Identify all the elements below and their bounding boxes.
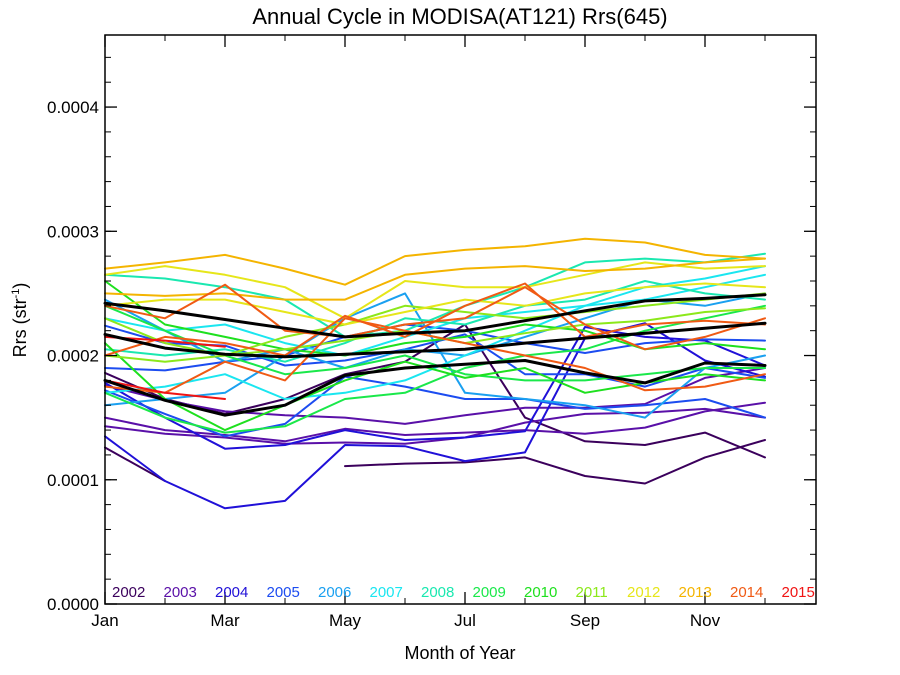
series-line [104, 257, 766, 301]
legend-item: 2010 [524, 584, 557, 601]
series-line [103, 293, 767, 339]
series-line [104, 407, 766, 445]
series-line [104, 280, 766, 357]
x-tick-label: May [329, 611, 362, 630]
chart-title: Annual Cycle in MODISA(AT121) Rrs(645) [252, 4, 667, 29]
y-axis-label-main: Rrs (str [10, 298, 30, 357]
series-line [104, 283, 766, 351]
series-layer [103, 237, 767, 510]
series-line [104, 375, 766, 438]
legend-item: 2012 [627, 584, 660, 601]
y-tick-label: 0.0000 [47, 595, 99, 614]
series-line [104, 304, 766, 434]
y-axis-label-superscript: -1 [10, 289, 22, 299]
series-line [104, 326, 766, 450]
series-line [103, 359, 767, 417]
series-line [104, 237, 766, 286]
x-tick-label: Nov [690, 611, 721, 630]
legend-item: 2002 [112, 584, 145, 601]
legend-item: 2013 [679, 584, 712, 601]
y-tick-label: 0.0004 [47, 98, 99, 117]
x-axis-label: Month of Year [404, 643, 515, 663]
legend-item: 2014 [730, 584, 763, 601]
series-line [104, 379, 226, 400]
legend-item: 2004 [215, 584, 248, 601]
legend-item: 2005 [267, 584, 300, 601]
x-tick-label: Mar [210, 611, 240, 630]
x-tick-label: Jul [454, 611, 476, 630]
x-tick-label: Jan [91, 611, 118, 630]
y-axis-label: Rrs (str-1) [10, 283, 30, 358]
series-line [104, 446, 166, 482]
legend-item: 2011 [576, 584, 608, 601]
legend-item: 2008 [421, 584, 454, 601]
legend-item: 2003 [164, 584, 197, 601]
series-line [104, 292, 766, 419]
series-line [103, 321, 767, 359]
series-line [104, 252, 766, 338]
x-axis: Jan Mar May Jul Sep Nov [91, 35, 766, 630]
series-line [104, 401, 766, 443]
series-line [104, 317, 766, 394]
legend-item: 2006 [318, 584, 351, 601]
y-tick-label: 0.0001 [47, 471, 99, 490]
series-line [344, 439, 766, 485]
y-axis: 0.0000 0.0001 0.0002 0.0003 0.0004 [47, 56, 816, 614]
x-tick-label: Sep [570, 611, 600, 630]
plot-frame [104, 34, 817, 605]
y-axis-label-close: ) [10, 283, 30, 289]
series-line [104, 342, 766, 432]
legend-item: 2015 [782, 584, 815, 601]
legend-item: 2009 [473, 584, 506, 601]
y-tick-label: 0.0002 [47, 347, 99, 366]
series-line [104, 367, 766, 425]
series-line [104, 261, 766, 320]
y-tick-label: 0.0003 [47, 222, 99, 241]
series-line [104, 282, 766, 326]
legend: 2002 2003 2004 2005 2006 2007 2008 2009 2010 2011… [112, 584, 815, 601]
series-line [104, 273, 766, 357]
legend-item: 2007 [370, 584, 403, 601]
